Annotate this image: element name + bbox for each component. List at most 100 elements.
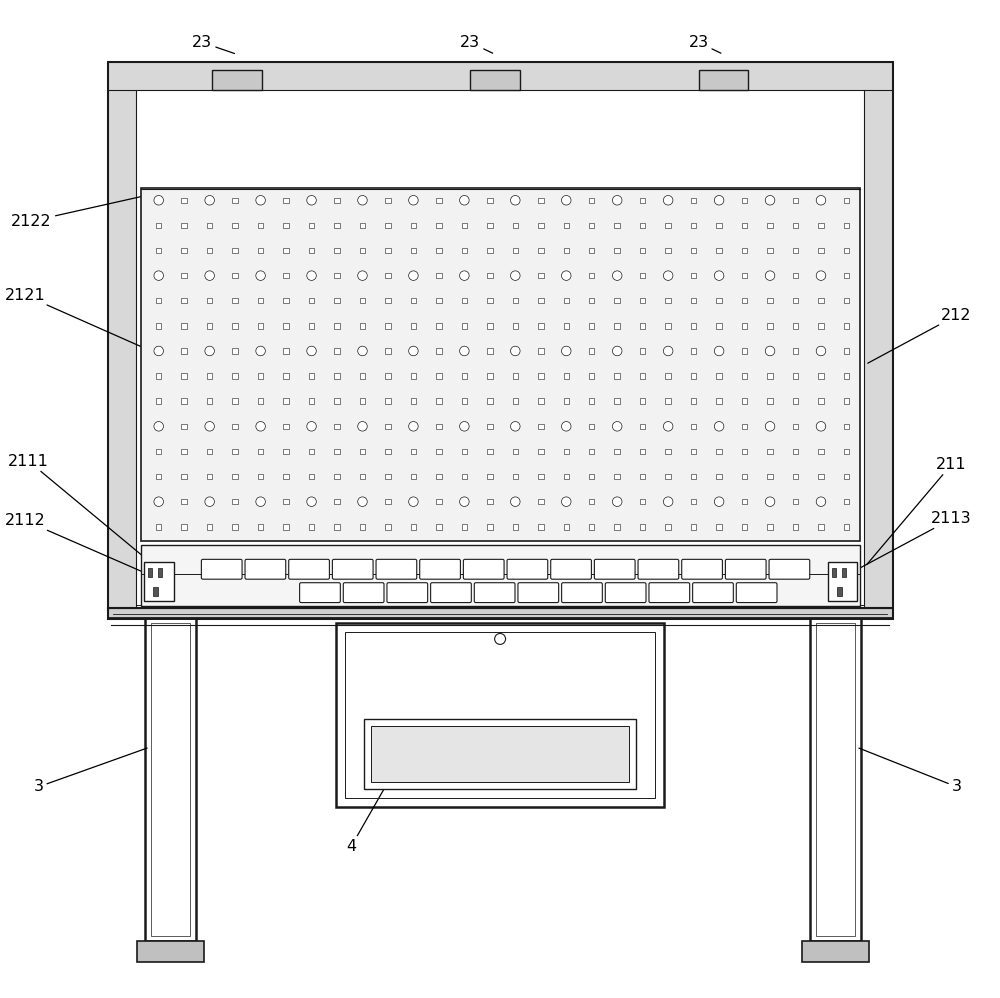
Bar	[665, 449, 671, 454]
Bar	[691, 474, 696, 479]
Bar	[309, 398, 314, 404]
Circle shape	[205, 421, 214, 431]
Bar	[487, 298, 493, 303]
Circle shape	[765, 421, 775, 431]
Bar	[108, 62, 892, 618]
Bar	[181, 524, 187, 530]
Text: 212: 212	[868, 308, 972, 363]
Bar	[385, 298, 391, 303]
Bar	[810, 618, 861, 941]
Bar	[564, 398, 569, 404]
Circle shape	[154, 346, 163, 355]
Circle shape	[511, 270, 520, 280]
Bar	[538, 398, 544, 404]
Bar	[589, 423, 594, 429]
Bar	[538, 373, 544, 379]
FancyBboxPatch shape	[463, 559, 504, 579]
Bar	[462, 449, 467, 454]
Bar	[665, 524, 671, 530]
Bar	[742, 499, 747, 504]
Bar	[640, 223, 645, 229]
Bar	[564, 474, 569, 479]
FancyBboxPatch shape	[420, 559, 460, 579]
FancyBboxPatch shape	[682, 559, 722, 579]
Bar	[411, 323, 416, 328]
Bar	[767, 398, 773, 404]
Circle shape	[409, 497, 418, 506]
FancyBboxPatch shape	[769, 559, 810, 579]
Bar	[487, 248, 493, 253]
Circle shape	[663, 421, 673, 431]
Bar	[258, 449, 263, 454]
Bar	[513, 524, 518, 530]
Bar	[742, 223, 747, 229]
Bar	[156, 398, 161, 404]
Circle shape	[816, 196, 826, 205]
Bar	[640, 272, 645, 278]
Bar	[716, 223, 722, 229]
Bar	[108, 608, 892, 618]
Text: 3: 3	[859, 748, 962, 794]
Bar	[564, 449, 569, 454]
Bar	[716, 298, 722, 303]
Bar	[334, 223, 340, 229]
FancyBboxPatch shape	[300, 583, 340, 603]
Bar	[691, 198, 696, 203]
Bar	[108, 62, 136, 618]
Bar	[816, 623, 855, 936]
Bar	[283, 499, 289, 504]
Circle shape	[612, 196, 622, 205]
Circle shape	[307, 270, 316, 280]
Bar	[470, 70, 520, 90]
Bar	[844, 398, 849, 404]
Bar	[767, 474, 773, 479]
Bar	[436, 373, 442, 379]
Bar	[137, 941, 204, 962]
Circle shape	[816, 270, 826, 280]
Bar	[207, 373, 212, 379]
Bar	[232, 499, 238, 504]
Bar	[844, 198, 849, 203]
Bar	[589, 348, 594, 353]
Text: 211: 211	[867, 457, 967, 564]
Bar	[691, 373, 696, 379]
Text: 3: 3	[34, 748, 147, 794]
Bar	[411, 223, 416, 229]
Bar	[793, 499, 798, 504]
Circle shape	[358, 497, 367, 506]
Text: 2121: 2121	[5, 288, 163, 356]
Bar	[665, 223, 671, 229]
Bar	[232, 449, 238, 454]
Bar	[436, 198, 442, 203]
Circle shape	[765, 497, 775, 506]
Circle shape	[714, 497, 724, 506]
Bar	[818, 323, 824, 328]
Bar	[742, 524, 747, 530]
Bar	[283, 198, 289, 203]
Bar	[793, 348, 798, 353]
Bar	[411, 524, 416, 530]
Bar	[360, 524, 365, 530]
Bar	[691, 223, 696, 229]
Bar	[181, 373, 187, 379]
Circle shape	[561, 346, 571, 355]
Bar	[360, 323, 365, 328]
Circle shape	[714, 270, 724, 280]
Bar	[156, 223, 161, 229]
Bar	[828, 562, 857, 601]
Bar	[665, 248, 671, 253]
Bar	[665, 398, 671, 404]
Bar	[844, 348, 849, 353]
Bar	[538, 298, 544, 303]
Bar	[844, 323, 849, 328]
Bar	[716, 524, 722, 530]
Circle shape	[205, 497, 214, 506]
Bar	[334, 423, 340, 429]
Bar	[309, 323, 314, 328]
Bar	[818, 474, 824, 479]
Bar	[334, 373, 340, 379]
Bar	[232, 398, 238, 404]
Bar	[385, 272, 391, 278]
Circle shape	[460, 270, 469, 280]
Bar	[181, 348, 187, 353]
